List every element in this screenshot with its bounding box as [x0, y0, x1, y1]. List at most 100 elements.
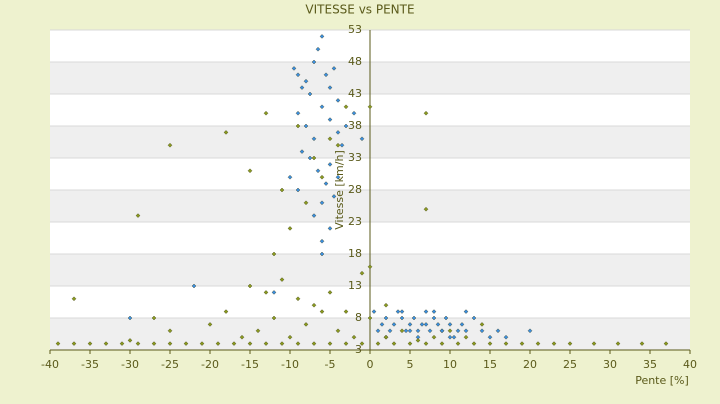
- point: [399, 309, 405, 314]
- point: [423, 309, 429, 314]
- point: [327, 162, 333, 167]
- point: [323, 72, 329, 78]
- point: [319, 200, 325, 206]
- point: [319, 309, 325, 314]
- point: [299, 85, 305, 90]
- point: [343, 309, 349, 314]
- point: [407, 341, 413, 346]
- point: [55, 341, 61, 346]
- point: [395, 309, 401, 314]
- point: [339, 142, 345, 148]
- point: [391, 341, 397, 346]
- point: [435, 322, 441, 327]
- x-tick-label: 40: [683, 358, 697, 371]
- point: [411, 315, 417, 321]
- x-tick-label: -40: [41, 358, 59, 371]
- point: [383, 334, 389, 340]
- y-tick-label: 33: [348, 151, 362, 164]
- x-tick-label: -20: [201, 358, 219, 371]
- point: [503, 341, 509, 346]
- point: [479, 328, 485, 334]
- x-tick-label: 25: [563, 358, 577, 371]
- point: [335, 98, 341, 103]
- point: [271, 251, 277, 257]
- y-tick-label: 43: [348, 87, 362, 100]
- point: [327, 117, 333, 122]
- point: [303, 322, 309, 327]
- point: [335, 174, 341, 180]
- point: [327, 290, 333, 295]
- point: [247, 283, 253, 289]
- point: [263, 290, 269, 295]
- point: [487, 341, 493, 346]
- point: [455, 341, 461, 346]
- point: [167, 142, 173, 148]
- point: [431, 309, 437, 314]
- point: [291, 66, 297, 71]
- point: [423, 322, 429, 327]
- point: [255, 328, 261, 334]
- point: [639, 341, 645, 346]
- point: [367, 315, 373, 321]
- x-tick-label: -5: [325, 358, 336, 371]
- y-tick-label: 48: [348, 55, 362, 68]
- point: [327, 136, 333, 142]
- point: [443, 315, 449, 321]
- point: [455, 328, 461, 334]
- point: [295, 72, 301, 78]
- point: [495, 328, 501, 334]
- point: [311, 155, 317, 161]
- point: [199, 341, 205, 346]
- point: [315, 46, 321, 52]
- point: [479, 322, 485, 327]
- point: [119, 341, 125, 346]
- point: [367, 264, 373, 270]
- point: [287, 226, 293, 231]
- point: [335, 328, 341, 334]
- point: [311, 213, 317, 218]
- point: [287, 334, 293, 340]
- point: [307, 91, 313, 97]
- point: [239, 334, 245, 340]
- point: [591, 341, 597, 346]
- point: [223, 130, 229, 135]
- x-tick-label: -35: [81, 358, 99, 371]
- chart-title: VITESSE vs PENTE: [305, 3, 414, 17]
- point: [431, 315, 437, 321]
- point: [327, 226, 333, 231]
- point: [451, 334, 457, 340]
- x-tick-label: 0: [367, 358, 374, 371]
- point: [247, 168, 253, 174]
- point: [303, 78, 309, 84]
- point: [359, 341, 365, 346]
- point: [323, 181, 329, 186]
- point: [303, 123, 309, 129]
- x-tick-label: 30: [603, 358, 617, 371]
- point: [311, 302, 317, 308]
- x-tick-label: 10: [443, 358, 457, 371]
- point: [271, 290, 277, 295]
- point: [359, 136, 365, 142]
- point: [247, 341, 253, 346]
- point: [307, 155, 313, 161]
- point: [415, 328, 421, 334]
- point: [375, 328, 381, 334]
- point: [135, 213, 141, 218]
- point: [487, 334, 493, 340]
- point: [151, 315, 157, 321]
- point: [279, 187, 285, 193]
- point: [263, 110, 269, 116]
- point: [415, 338, 421, 343]
- point: [263, 341, 269, 346]
- point: [427, 328, 433, 334]
- point: [167, 341, 173, 346]
- point: [439, 341, 445, 346]
- y-axis-title: Vitesse [km/h]: [333, 150, 346, 230]
- point: [191, 283, 197, 289]
- point: [295, 341, 301, 346]
- point: [71, 341, 77, 346]
- point: [343, 123, 349, 129]
- x-tick-label: 15: [483, 358, 497, 371]
- point: [439, 328, 445, 334]
- point: [423, 110, 429, 116]
